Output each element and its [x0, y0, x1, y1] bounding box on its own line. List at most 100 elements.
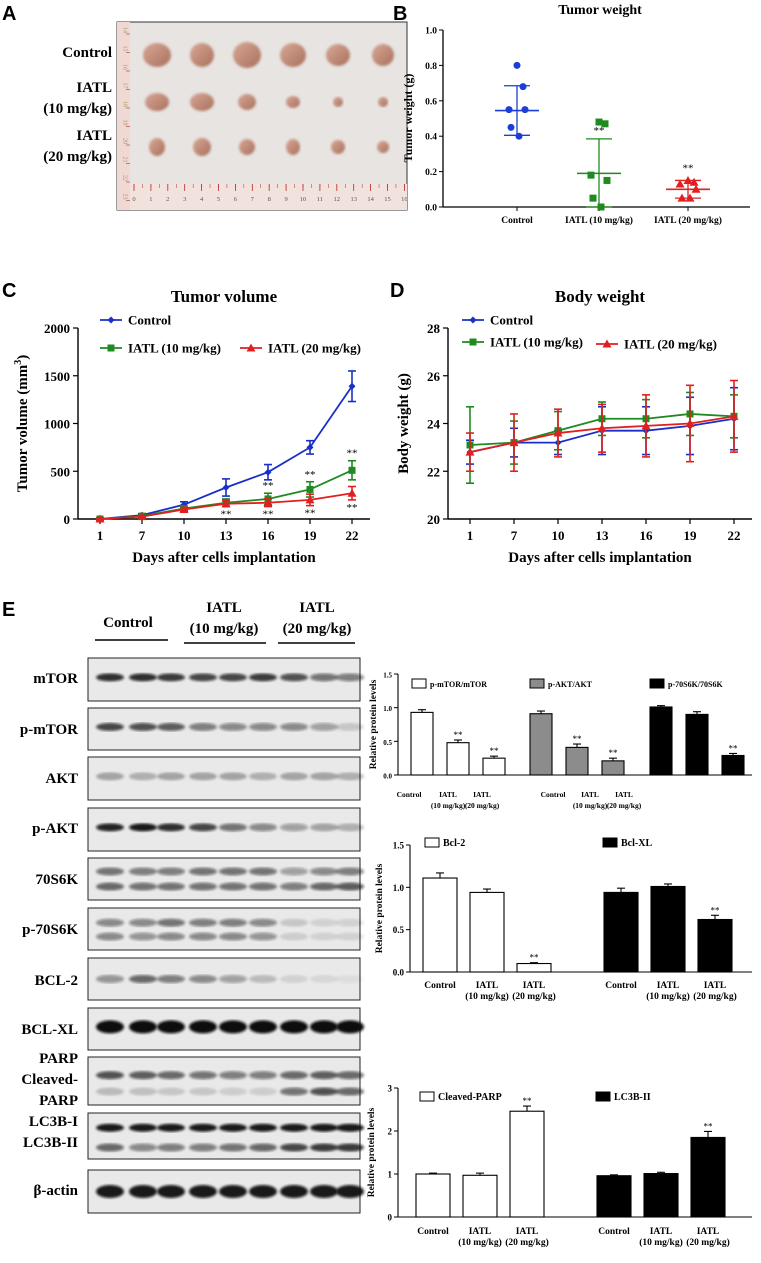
- blot-band: [249, 673, 277, 682]
- data-point: [677, 193, 687, 202]
- blot-band: [336, 1185, 364, 1198]
- bar: [469, 891, 505, 973]
- significance-mark: **: [573, 734, 583, 744]
- y-axis-label: Relative protein levels: [367, 1107, 377, 1197]
- ruler-side-number: 21: [122, 157, 128, 163]
- x-tick-label: 19: [684, 528, 698, 543]
- blot-band: [157, 1123, 185, 1132]
- x-tick-label: 7: [511, 528, 518, 543]
- data-point: [137, 512, 147, 521]
- bar: [690, 1136, 726, 1218]
- x-tick-label: IATL (20 mg/kg): [686, 1227, 730, 1248]
- data-point: [685, 193, 695, 202]
- x-tick-label: 22: [346, 528, 359, 543]
- blot-band: [189, 975, 217, 983]
- chart-title: Body weight: [555, 287, 646, 306]
- blot-band: [129, 975, 157, 983]
- legend-marker: [246, 343, 256, 352]
- data-point: [222, 483, 230, 491]
- blot-band: [219, 918, 247, 927]
- significance-mark: **: [347, 448, 358, 460]
- panel-letter-d: D: [390, 280, 404, 302]
- blot-band: [280, 823, 308, 832]
- tumor-sample: [378, 97, 388, 107]
- panel-letter-a: A: [2, 3, 16, 25]
- blot-group-header: Control: [103, 615, 153, 631]
- blot-band: [336, 975, 364, 983]
- legend-swatch: [424, 837, 440, 848]
- data-point: [689, 177, 699, 186]
- y-tick-label: 1.0: [393, 883, 405, 893]
- data-point: [221, 499, 231, 508]
- bar: [721, 754, 745, 776]
- legend-swatch: [411, 678, 427, 689]
- bar: [601, 760, 625, 776]
- bar: [509, 1110, 545, 1218]
- bar: [462, 1174, 498, 1218]
- ruler-number: 11: [317, 196, 323, 203]
- data-point: [306, 443, 314, 451]
- legend-marker: [469, 338, 477, 346]
- blot-row-label: LC3B-I LC3B-II: [23, 1114, 78, 1151]
- blot-band: [157, 772, 185, 781]
- x-tick-label: IATL (20 mg/kg): [465, 790, 500, 810]
- data-point: [505, 106, 513, 114]
- legend-label: IATL (10 mg/kg): [490, 335, 583, 350]
- apoptosis-bar-chart: 0.0 0.5 1.0 1.5 Relative protein levels Contr…: [375, 837, 752, 1002]
- blot-band: [129, 1020, 157, 1034]
- pathway-bar-chart: 0.0 0.5 1.0 1.5 Relative protein levels Contr…: [369, 672, 752, 810]
- legend-label: Bcl-2: [443, 838, 465, 849]
- blot-band: [157, 882, 185, 891]
- blot-band: [280, 673, 308, 682]
- y-tick-label: 0.5: [393, 925, 405, 935]
- photo-row-label: IATL (20 mg/kg): [43, 128, 112, 165]
- significance-mark: **: [305, 469, 316, 481]
- blot-band: [310, 1123, 338, 1132]
- blot-row-label: PARP Cleaved-PARP: [21, 1051, 78, 1109]
- ruler-left: [117, 22, 130, 210]
- x-tick-label: 16: [262, 528, 276, 543]
- data-point: [263, 498, 273, 507]
- tumor-sample: [286, 139, 300, 155]
- blot-band: [310, 932, 338, 941]
- data-point: [729, 411, 739, 420]
- blot-band: [157, 1087, 185, 1096]
- blot-band: [249, 1020, 277, 1034]
- blot-band: [280, 867, 308, 876]
- x-tick-label: IATL (10 mg/kg): [431, 790, 466, 810]
- data-point: [691, 184, 701, 193]
- data-point: [519, 83, 527, 91]
- significance-mark: **: [594, 125, 605, 137]
- blot-row-label: BCL-2: [35, 973, 78, 989]
- blot-band: [129, 918, 157, 927]
- y-tick-label: 28: [427, 321, 441, 336]
- blot-band: [280, 932, 308, 941]
- blot-strip: [87, 1112, 361, 1160]
- chart-title: Tumor volume: [171, 287, 278, 306]
- ruler-number: 5: [217, 196, 220, 203]
- x-tick-label: 16: [640, 528, 654, 543]
- blot-band: [129, 882, 157, 891]
- blot-band: [189, 772, 217, 781]
- blot-band: [249, 932, 277, 941]
- ruler-bottom: [130, 184, 407, 210]
- tumor-sample: [149, 138, 165, 156]
- blot-band: [249, 1087, 277, 1096]
- blot-band: [310, 722, 338, 731]
- blot-band: [157, 673, 185, 682]
- ruler-side-number: 14: [122, 27, 128, 33]
- data-point: [95, 514, 105, 523]
- y-tick-label: 0.2: [425, 168, 437, 178]
- blot-band: [310, 823, 338, 832]
- data-point: [306, 485, 314, 493]
- blot-band: [249, 772, 277, 781]
- blot-band: [189, 1020, 217, 1034]
- y-tick-label: 24: [427, 417, 441, 432]
- blot-band: [129, 1071, 157, 1080]
- legend-swatch: [529, 678, 545, 689]
- y-tick-label: 26: [427, 369, 441, 384]
- blot-band: [157, 1143, 185, 1152]
- y-tick-label: 0.8: [425, 62, 437, 72]
- blot-band: [336, 772, 364, 781]
- data-point: [641, 421, 651, 430]
